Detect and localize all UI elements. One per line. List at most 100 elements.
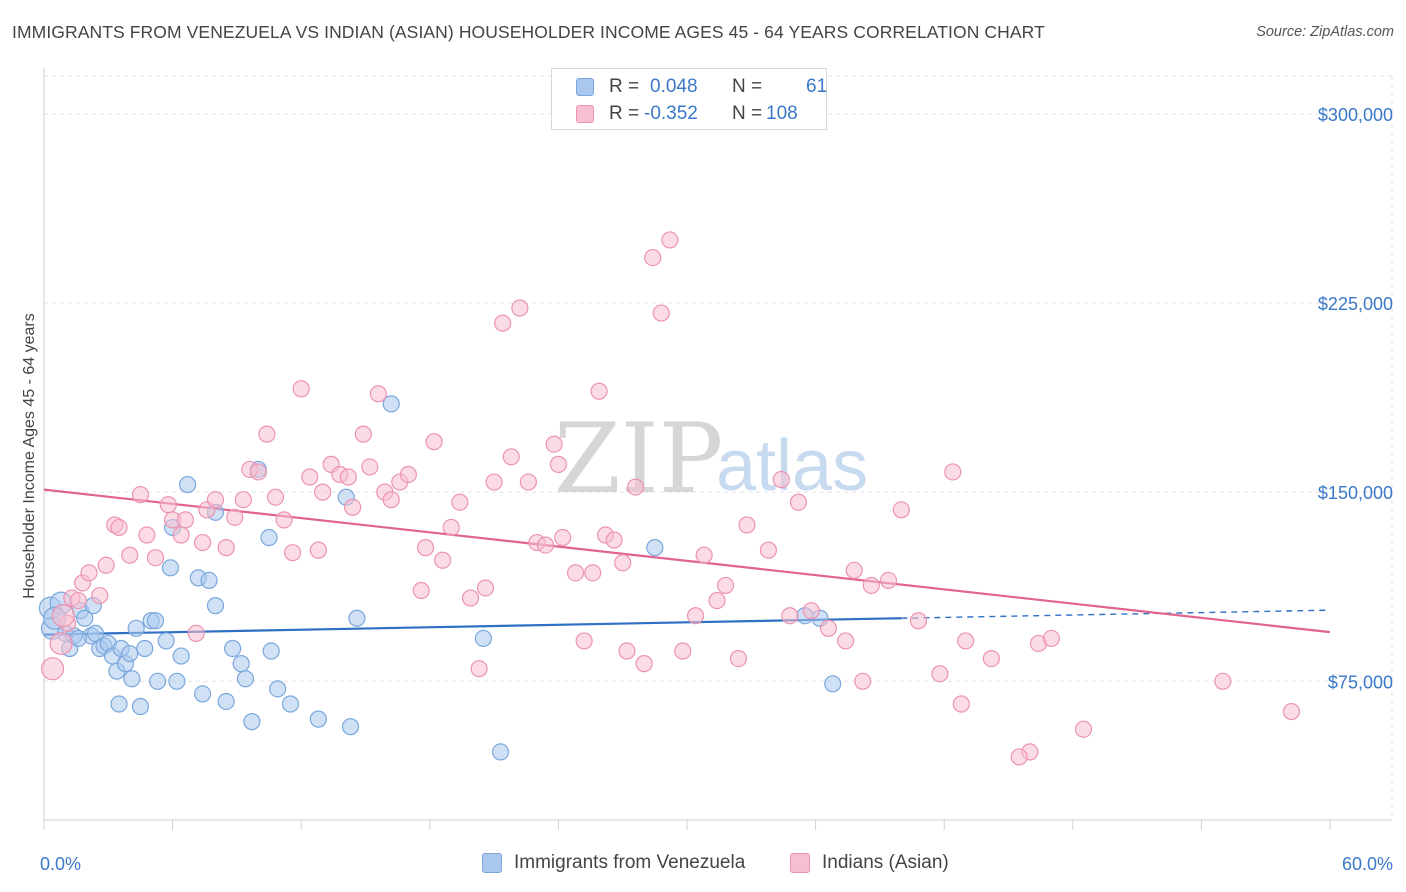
point-indians	[982, 649, 1000, 668]
point-indians	[618, 642, 636, 660]
point-indians	[819, 619, 838, 637]
point-venezuela	[172, 647, 190, 665]
point-indians	[554, 528, 572, 547]
point-indians	[284, 544, 302, 562]
point-venezuela	[281, 695, 300, 713]
point-indians	[461, 589, 480, 607]
legend-swatch-indians	[576, 105, 594, 123]
point-venezuela	[76, 609, 94, 627]
point-venezuela	[236, 670, 255, 688]
point-venezuela	[309, 710, 327, 728]
point-venezuela	[127, 619, 145, 637]
point-indians	[931, 665, 949, 683]
point-indians	[944, 463, 962, 481]
point-indians	[339, 468, 357, 486]
point-indians	[536, 536, 555, 554]
point-indians	[1282, 702, 1301, 721]
point-indians	[301, 468, 319, 486]
legend-label-indians: Indians (Asian)	[822, 852, 949, 873]
point-indians	[789, 493, 808, 511]
point-indians	[626, 478, 645, 496]
point-indians	[614, 554, 632, 572]
point-indians	[590, 382, 608, 400]
point-indians	[759, 541, 778, 559]
point-indians	[575, 632, 593, 650]
point-indians	[206, 491, 225, 509]
point-indians	[69, 591, 87, 610]
point-indians	[686, 607, 705, 625]
point-indians	[314, 483, 332, 501]
data-points	[38, 231, 1301, 766]
point-indians	[695, 546, 713, 564]
point-venezuela	[168, 672, 186, 690]
point-indians	[854, 672, 872, 690]
point-indians	[451, 493, 469, 511]
legend-label-venezuela: Immigrants from Venezuela	[514, 852, 746, 873]
point-indians	[862, 576, 880, 595]
point-indians	[738, 516, 756, 534]
point-indians	[51, 604, 75, 628]
chart-title: IMMIGRANTS FROM VENEZUELA VS INDIAN (ASI…	[12, 22, 1045, 42]
point-venezuela	[341, 718, 360, 736]
y-tick-label: $75,000	[1328, 672, 1393, 692]
legend-n-label: N =	[732, 103, 763, 124]
stats-legend: R = 0.048 N = 61 R = -0.352 N = 108	[551, 68, 827, 130]
point-indians	[412, 581, 430, 600]
point-indians	[802, 602, 820, 620]
watermark: ZIP atlas	[554, 403, 868, 515]
point-indians	[635, 655, 653, 673]
point-venezuela	[121, 644, 139, 663]
point-venezuela	[123, 670, 141, 688]
legend-r-label: R =	[609, 103, 640, 124]
point-indians	[502, 448, 520, 466]
x-tick-label: 60.0%	[1342, 854, 1393, 874]
point-venezuela	[262, 642, 280, 660]
point-indians	[519, 473, 537, 491]
point-indians	[485, 473, 503, 491]
point-indians	[131, 486, 150, 504]
point-indians	[566, 564, 585, 582]
point-indians	[234, 491, 252, 509]
point-indians	[40, 657, 65, 681]
legend-r-value: 0.048	[650, 76, 698, 97]
point-indians	[1214, 672, 1232, 690]
legend-n-label: N =	[732, 76, 763, 97]
point-indians	[494, 314, 512, 332]
point-indians	[110, 518, 128, 537]
point-venezuela	[646, 539, 664, 557]
point-indians	[1042, 629, 1060, 648]
point-venezuela	[179, 475, 197, 494]
point-indians	[399, 465, 417, 484]
point-indians	[361, 458, 379, 476]
point-indians	[416, 539, 435, 557]
point-indians	[1010, 748, 1028, 766]
x-tick-label: 0.0%	[40, 854, 81, 874]
point-indians	[674, 642, 692, 660]
trend-line-venezuela-extension	[901, 609, 1331, 619]
point-indians	[605, 531, 623, 549]
point-indians	[159, 496, 177, 514]
point-venezuela	[157, 632, 175, 650]
point-indians	[644, 248, 662, 267]
axes	[43, 68, 1392, 830]
point-indians	[545, 435, 563, 453]
point-indians	[354, 425, 372, 443]
point-venezuela	[148, 672, 167, 690]
source-credit: Source: ZipAtlas.com	[1256, 24, 1394, 40]
point-venezuela	[110, 695, 128, 713]
point-indians	[49, 631, 73, 656]
point-indians	[708, 591, 726, 610]
legend-r-label: R =	[609, 76, 640, 97]
point-venezuela	[474, 629, 492, 648]
point-indians	[292, 380, 310, 398]
point-indians	[309, 541, 327, 559]
watermark-atlas: atlas	[716, 426, 868, 506]
legend-n-value: 61	[806, 76, 828, 97]
point-venezuela	[269, 680, 287, 698]
point-indians	[772, 470, 790, 489]
point-indians	[176, 511, 195, 529]
point-indians	[845, 561, 863, 579]
point-indians	[957, 632, 975, 650]
point-venezuela	[348, 609, 366, 627]
